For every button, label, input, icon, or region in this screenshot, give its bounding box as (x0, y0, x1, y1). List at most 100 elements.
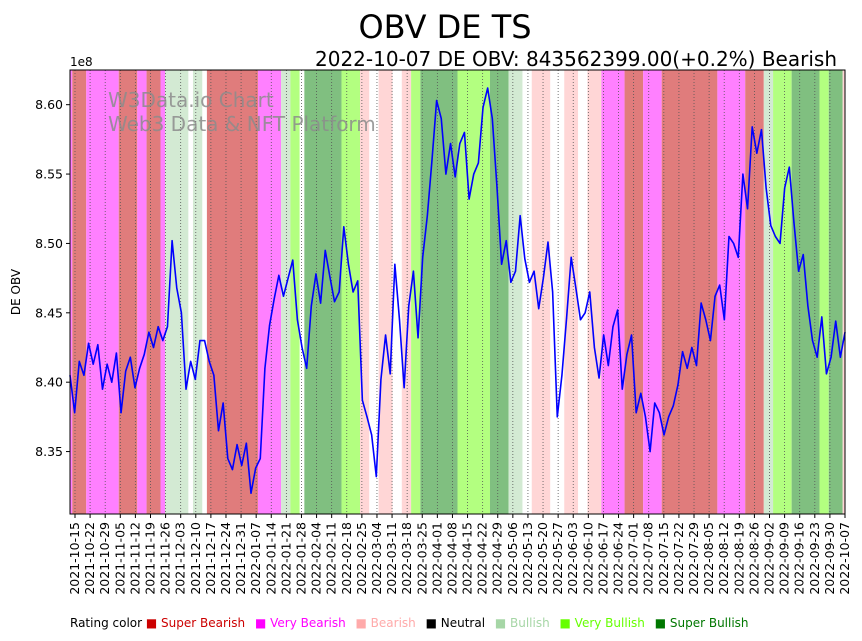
x-tick-label: 2022-07-15 (656, 522, 671, 595)
obv-data-point (222, 402, 224, 404)
obv-data-point (217, 430, 220, 432)
obv-data-point (426, 215, 428, 217)
obv-data-point (719, 284, 721, 286)
rating-band-very-bullish (457, 70, 490, 514)
obv-data-point (255, 467, 257, 469)
x-tick-label: 2022-07-22 (671, 522, 686, 595)
obv-data-point (510, 281, 512, 283)
x-tick-label: 2022-07-01 (626, 522, 641, 595)
obv-data-point (760, 129, 763, 131)
x-tick-label: 2022-07-08 (641, 522, 656, 595)
obv-data-point (695, 364, 698, 367)
x-tick-label: 2022-01-07 (248, 522, 263, 595)
obv-data-point (626, 353, 628, 356)
obv-data-point (672, 405, 674, 407)
x-tick-label: 2022-06-17 (595, 522, 610, 595)
x-tick-label: 2021-12-10 (188, 522, 203, 595)
rating-band-very-bearish (643, 70, 662, 514)
chart-subtitle: 2022-10-07 DE OBV: 843562399.00(+0.2%) B… (315, 47, 837, 71)
obv-data-point (422, 256, 424, 258)
rating-band-very-bearish (160, 70, 166, 514)
obv-data-point (681, 351, 684, 353)
x-tick-label: 2022-09-30 (822, 522, 837, 595)
obv-data-point (101, 388, 104, 390)
obv-data-point (250, 492, 252, 494)
x-tick-label: 2021-12-24 (218, 522, 233, 595)
obv-data-point (746, 208, 749, 210)
obv-data-point (598, 377, 600, 379)
x-tick-label: 2022-05-13 (520, 522, 535, 595)
x-tick-label: 2022-05-06 (505, 522, 520, 595)
legend-label: Very Bearish (270, 616, 346, 630)
y-offset-label: 1e8 (70, 55, 93, 69)
obv-data-point (617, 309, 619, 311)
legend-label: Super Bullish (669, 616, 749, 630)
obv-data-point (436, 99, 438, 102)
series-group (69, 87, 846, 494)
obv-data-point (793, 222, 795, 224)
rating-band-very-bullish (411, 70, 421, 514)
obv-data-point (542, 277, 544, 279)
x-tick-label: 2022-01-21 (278, 522, 293, 595)
rating-band-super-bearish (118, 70, 138, 514)
legend-item: ■ Super Bearish (146, 616, 245, 630)
obv-data-point (231, 469, 234, 471)
obv-data-point (417, 337, 419, 339)
obv-data-point (319, 302, 322, 304)
obv-data-point (241, 464, 243, 467)
obv-data-point (821, 316, 823, 318)
x-tick-label: 2022-05-20 (535, 522, 550, 595)
rating-band-bearish (378, 70, 393, 514)
obv-data-point (408, 305, 410, 307)
obv-data-point (115, 352, 118, 354)
obv-data-point (603, 334, 605, 336)
rating-band-super-bullish (791, 70, 820, 514)
obv-data-point (565, 317, 568, 319)
obv-data-point (561, 374, 563, 376)
legend-item: ■ Bearish (352, 616, 416, 630)
x-tick-label: 2022-04-01 (429, 522, 444, 595)
obv-data-point (236, 444, 238, 446)
obv-data-point (352, 291, 354, 293)
obv-data-point (454, 176, 456, 178)
obv-data-point (176, 287, 178, 289)
obv-data-point (575, 287, 577, 289)
obv-data-point (203, 339, 206, 342)
obv-data-point (310, 305, 312, 307)
rating-band-very-bullish (819, 70, 829, 514)
watermark-line-2: Web3 Data & NFT Platform (108, 112, 376, 136)
x-tick-label: 2022-06-03 (565, 522, 580, 595)
legend-label: Very Bullish (574, 616, 645, 630)
rating-band-very-bearish (717, 70, 746, 514)
obv-data-point (538, 308, 540, 310)
y-tick-label: 8.60 (35, 97, 63, 112)
legend-label: Super Bearish (161, 616, 246, 630)
obv-data-point (579, 319, 582, 321)
x-tick-label: 2022-04-15 (460, 522, 475, 595)
x-tick-label: 2022-06-10 (580, 522, 595, 595)
obv-data-point (166, 326, 169, 328)
obv-data-point (700, 302, 702, 304)
obv-data-point (784, 187, 786, 189)
rating-band-bullish (281, 70, 291, 514)
obv-data-point (770, 224, 772, 226)
x-tick-label: 2022-09-02 (762, 522, 777, 595)
obv-data-point (97, 344, 99, 346)
obv-data-point (552, 291, 554, 293)
rating-band-super-bullish (489, 70, 509, 514)
obv-data-point (343, 226, 345, 228)
obv-data-point (635, 412, 637, 414)
obv-data-point (774, 235, 776, 238)
x-tick-label: 2022-07-29 (686, 522, 701, 595)
obv-data-point (519, 215, 521, 217)
x-tick-label: 2022-02-04 (309, 522, 324, 595)
rating-band-super-bullish (304, 70, 342, 514)
obv-data-point (329, 276, 331, 278)
rating-band-neutral (299, 70, 305, 514)
x-tick-label: 2022-02-25 (354, 522, 369, 595)
rating-band-bullish (763, 70, 774, 514)
x-tick-label: 2021-11-12 (127, 522, 142, 595)
obv-data-point (835, 320, 837, 322)
y-tick-label: 8.50 (35, 236, 63, 251)
x-tick-label: 2021-11-19 (142, 522, 157, 595)
